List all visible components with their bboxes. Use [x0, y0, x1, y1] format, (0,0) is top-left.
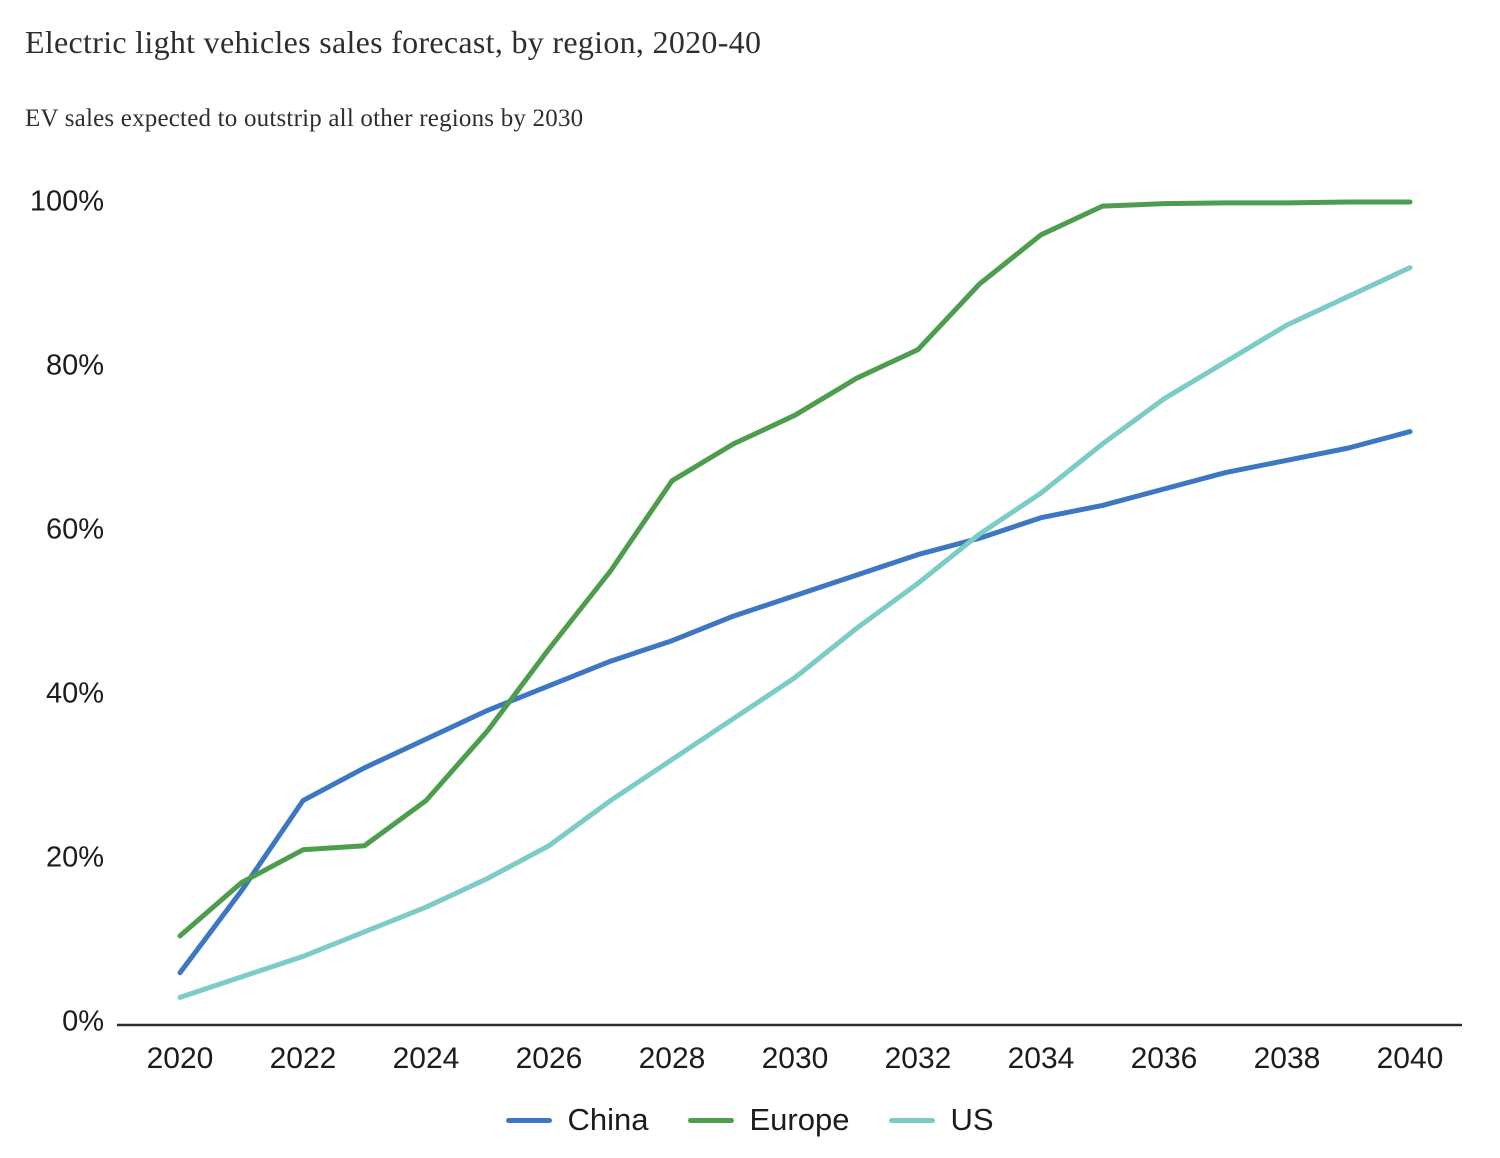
x-tick-label: 2022 — [269, 1042, 337, 1075]
y-tick-label: 40% — [45, 677, 104, 710]
legend-swatch-china — [506, 1117, 553, 1123]
line-us — [177, 265, 1413, 1000]
x-tick-label: 2026 — [515, 1042, 583, 1075]
chart-title: Electric light vehicles sales forecast, … — [25, 24, 762, 60]
chart-subtitle: EV sales expected to outstrip all other … — [25, 105, 584, 132]
x-tick-label: 2032 — [884, 1042, 952, 1075]
y-tick-label: 20% — [45, 841, 104, 874]
y-tick-label: 80% — [45, 349, 104, 382]
x-tick-label: 2024 — [392, 1042, 460, 1075]
x-tick-label: 2040 — [1376, 1042, 1444, 1075]
line-europe — [177, 199, 1413, 939]
x-tick-label: 2034 — [1007, 1042, 1075, 1075]
x-tick-label: 2028 — [638, 1042, 706, 1075]
x-tick-label: 2020 — [146, 1042, 214, 1075]
legend-label: US — [950, 1102, 994, 1137]
y-tick-label: 0% — [62, 1005, 104, 1038]
y-tick-label: 60% — [45, 513, 104, 546]
legend-swatch-us — [889, 1117, 936, 1123]
legend-item-us: US — [889, 1102, 994, 1138]
legend-label: Europe — [749, 1102, 850, 1137]
y-tick-label: 100% — [29, 185, 104, 218]
legend-item-china: China — [506, 1102, 648, 1138]
x-tick-label: 2038 — [1253, 1042, 1321, 1075]
line-china — [177, 429, 1413, 976]
legend-label: China — [567, 1102, 649, 1137]
x-tick-label: 2036 — [1130, 1042, 1198, 1075]
legend: China Europe US — [0, 1102, 1500, 1138]
x-tick-label: 2030 — [761, 1042, 829, 1075]
legend-item-europe: Europe — [688, 1102, 849, 1138]
legend-swatch-europe — [688, 1117, 735, 1123]
